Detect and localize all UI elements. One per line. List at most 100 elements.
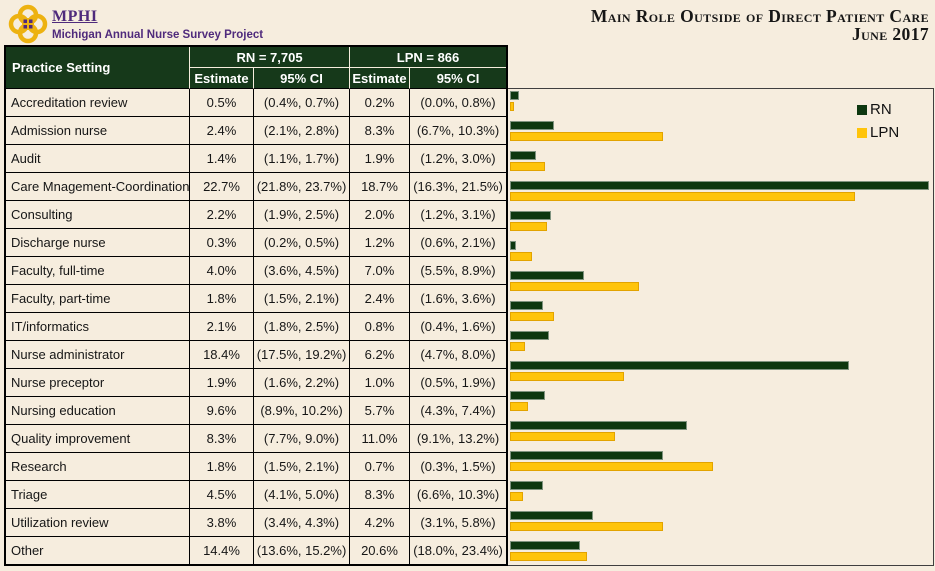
cell-lpn-ci: (0.6%, 2.1%) (410, 229, 507, 257)
cell-lpn-estimate: 5.7% (350, 397, 410, 425)
legend-item-rn: RN (857, 101, 899, 118)
rn-bar (510, 541, 581, 550)
cell-lpn-estimate: 0.2% (350, 89, 410, 117)
chart-row (508, 151, 933, 179)
cell-rn-ci: (3.6%, 4.5%) (254, 257, 350, 285)
cell-rn-ci: (0.4%, 0.7%) (254, 89, 350, 117)
cell-rn-estimate: 2.2% (190, 201, 254, 229)
cell-setting: Nurse administrator (6, 341, 190, 369)
cell-lpn-estimate: 8.3% (350, 117, 410, 145)
cell-rn-estimate: 4.5% (190, 481, 254, 509)
cell-setting: IT/informatics (6, 313, 190, 341)
legend-item-lpn: LPN (857, 124, 899, 141)
cell-setting: Audit (6, 145, 190, 173)
lpn-bar (510, 102, 514, 111)
cell-setting: Consulting (6, 201, 190, 229)
table-row: Quality improvement 8.3% (7.7%, 9.0%) 11… (6, 425, 507, 453)
lpn-estimate-header: Estimate (350, 68, 410, 89)
chart-row (508, 211, 933, 239)
cell-rn-estimate: 0.5% (190, 89, 254, 117)
cell-lpn-ci: (6.7%, 10.3%) (410, 117, 507, 145)
lpn-bar (510, 312, 555, 321)
chart-legend: RN LPN (857, 101, 899, 147)
cell-lpn-estimate: 18.7% (350, 173, 410, 201)
cell-setting: Discharge nurse (6, 229, 190, 257)
cell-rn-ci: (17.5%, 19.2%) (254, 341, 350, 369)
lpn-ci-header: 95% CI (410, 68, 507, 89)
chart-row (508, 541, 933, 569)
cell-lpn-ci: (0.4%, 1.6%) (410, 313, 507, 341)
lpn-group-header: LPN = 866 (350, 47, 507, 68)
logo-subtitle: Michigan Annual Nurse Survey Project (52, 29, 264, 41)
cell-lpn-ci: (0.0%, 0.8%) (410, 89, 507, 117)
table-row: Care Mnagement-Coordination 22.7% (21.8%… (6, 173, 507, 201)
chart-rows (508, 91, 933, 571)
lpn-bar (510, 252, 533, 261)
cell-lpn-ci: (9.1%, 13.2%) (410, 425, 507, 453)
cell-rn-estimate: 1.8% (190, 453, 254, 481)
lpn-bar (510, 342, 525, 351)
table-row: Utilization review 3.8% (3.4%, 4.3%) 4.2… (6, 509, 507, 537)
rn-bar (510, 301, 544, 310)
cell-rn-estimate: 2.4% (190, 117, 254, 145)
cell-lpn-ci: (1.2%, 3.1%) (410, 201, 507, 229)
cell-rn-ci: (8.9%, 10.2%) (254, 397, 350, 425)
cell-lpn-ci: (1.2%, 3.0%) (410, 145, 507, 173)
cell-rn-estimate: 14.4% (190, 537, 254, 564)
cell-lpn-estimate: 0.8% (350, 313, 410, 341)
logo-acronym: MPHI (52, 8, 98, 25)
chart-row (508, 331, 933, 359)
chart-row (508, 181, 933, 209)
rn-estimate-header: Estimate (190, 68, 254, 89)
lpn-bar (510, 462, 713, 471)
cell-setting: Care Mnagement-Coordination (6, 173, 190, 201)
cell-lpn-estimate: 2.4% (350, 285, 410, 313)
table-row: Other 14.4% (13.6%, 15.2%) 20.6% (18.0%,… (6, 537, 507, 564)
practice-setting-header: Practice Setting (6, 47, 190, 89)
chart-row (508, 301, 933, 329)
cell-rn-ci: (21.8%, 23.7%) (254, 173, 350, 201)
table-row: Admission nurse 2.4% (2.1%, 2.8%) 8.3% (… (6, 117, 507, 145)
table-row: Discharge nurse 0.3% (0.2%, 0.5%) 1.2% (… (6, 229, 507, 257)
chart-row (508, 91, 933, 119)
cell-rn-estimate: 4.0% (190, 257, 254, 285)
cell-lpn-ci: (0.3%, 1.5%) (410, 453, 507, 481)
chart-row (508, 391, 933, 419)
table-row: IT/informatics 2.1% (1.8%, 2.5%) 0.8% (0… (6, 313, 507, 341)
cell-rn-estimate: 1.9% (190, 369, 254, 397)
cell-lpn-estimate: 2.0% (350, 201, 410, 229)
cell-rn-estimate: 3.8% (190, 509, 254, 537)
cell-lpn-ci: (16.3%, 21.5%) (410, 173, 507, 201)
cell-setting: Faculty, part-time (6, 285, 190, 313)
rn-ci-header: 95% CI (254, 68, 350, 89)
chart-row (508, 451, 933, 479)
cell-rn-ci: (1.6%, 2.2%) (254, 369, 350, 397)
cell-lpn-ci: (4.7%, 8.0%) (410, 341, 507, 369)
lpn-bar (510, 522, 664, 531)
cell-lpn-estimate: 1.0% (350, 369, 410, 397)
cell-lpn-ci: (4.3%, 7.4%) (410, 397, 507, 425)
cell-rn-ci: (1.1%, 1.7%) (254, 145, 350, 173)
cell-rn-ci: (3.4%, 4.3%) (254, 509, 350, 537)
chart-row (508, 121, 933, 149)
cell-lpn-ci: (1.6%, 3.6%) (410, 285, 507, 313)
lpn-bar (510, 492, 523, 501)
cell-lpn-estimate: 11.0% (350, 425, 410, 453)
cell-setting: Faculty, full-time (6, 257, 190, 285)
table-sub-header-row: Estimate 95% CI Estimate 95% CI (6, 68, 507, 89)
table-row: Nursing education 9.6% (8.9%, 10.2%) 5.7… (6, 397, 507, 425)
cell-lpn-estimate: 8.3% (350, 481, 410, 509)
cell-setting: Nursing education (6, 397, 190, 425)
cell-lpn-ci: (3.1%, 5.8%) (410, 509, 507, 537)
chart-row (508, 511, 933, 539)
bar-chart: RN LPN (508, 88, 934, 566)
lpn-bar (510, 282, 640, 291)
cell-rn-estimate: 2.1% (190, 313, 254, 341)
cell-lpn-estimate: 20.6% (350, 537, 410, 564)
cell-rn-ci: (0.2%, 0.5%) (254, 229, 350, 257)
rn-bar (510, 361, 850, 370)
cell-lpn-ci: (18.0%, 23.4%) (410, 537, 507, 564)
page-title-line2: June 2017 (851, 24, 929, 44)
cell-setting: Accreditation review (6, 89, 190, 117)
logo-text: MPHI Michigan Annual Nurse Survey Projec… (52, 4, 263, 41)
